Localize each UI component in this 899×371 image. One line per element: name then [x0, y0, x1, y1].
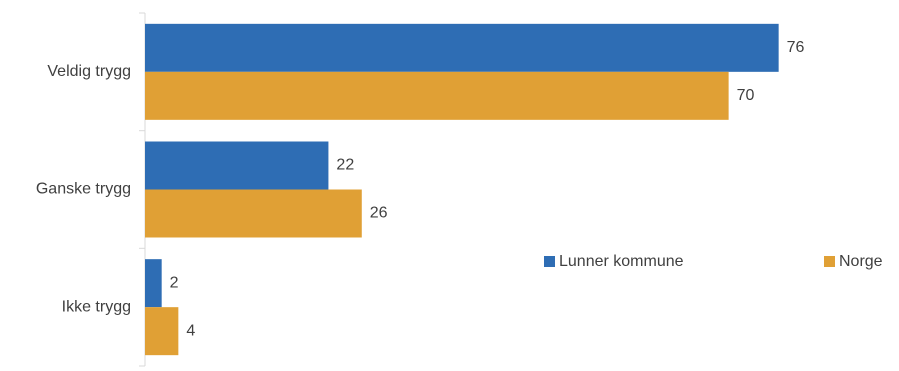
legend-label: Lunner kommune [559, 253, 684, 270]
data-label: 76 [787, 39, 805, 56]
legend: Lunner kommune Norge [544, 253, 883, 270]
legend-swatch [824, 256, 835, 267]
data-label: 22 [336, 157, 354, 174]
bar [145, 189, 362, 238]
category-axis: Veldig trygg Ganske trygg Ikke trygg [36, 12, 146, 367]
bar [145, 71, 729, 120]
legend-swatch [544, 256, 555, 267]
data-label: 26 [370, 205, 388, 222]
bar [145, 141, 329, 190]
data-label: 2 [170, 274, 179, 291]
category-label: Ikke trygg [62, 298, 131, 315]
bar [145, 259, 162, 308]
data-label: 70 [737, 87, 755, 104]
category-label: Veldig trygg [47, 63, 131, 80]
bar [145, 23, 779, 72]
bar [145, 307, 179, 356]
category-label: Ganske trygg [36, 181, 131, 198]
legend-label: Norge [839, 253, 883, 270]
bars [145, 23, 779, 356]
data-label: 4 [186, 322, 195, 339]
value-labels: 76 70 22 26 2 4 [170, 39, 805, 339]
